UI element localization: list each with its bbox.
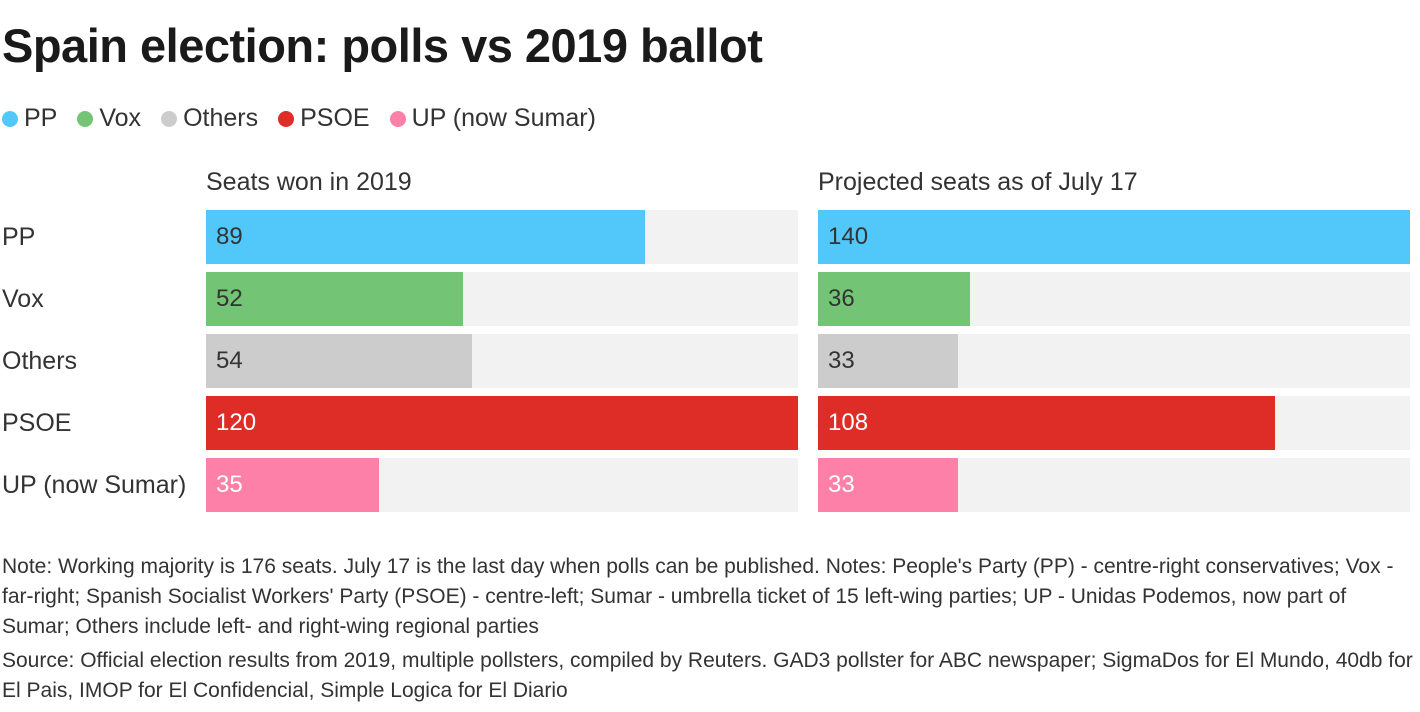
legend-item: PSOE	[278, 104, 370, 133]
bar	[206, 334, 473, 388]
bar	[206, 210, 646, 264]
bar-track: 120	[206, 396, 798, 450]
bar-value-label: 120	[216, 409, 257, 436]
legend-swatch	[2, 110, 18, 127]
category-label: PP	[2, 223, 36, 251]
chart-source: Source: Official election results from 2…	[2, 649, 1413, 702]
bar-value-label: 35	[216, 471, 243, 498]
bar-track: 52	[206, 272, 798, 326]
legend-item: Others	[161, 104, 258, 133]
category-label: UP (now Sumar)	[2, 471, 187, 499]
bar	[206, 396, 798, 450]
bar-track: 108	[818, 396, 1410, 450]
bar-track: 36	[818, 272, 1410, 326]
bar	[206, 272, 463, 326]
panel-title: Projected seats as of July 17	[818, 168, 1138, 196]
bar	[818, 334, 958, 388]
category-label: PSOE	[2, 409, 72, 437]
chart-note: Note: Working majority is 176 seats. Jul…	[2, 555, 1394, 638]
chart-title: Spain election: polls vs 2019 ballot	[2, 19, 763, 72]
legend-item: UP (now Sumar)	[389, 104, 596, 133]
bar-track: 33	[818, 334, 1410, 388]
bar-value-label: 33	[828, 471, 855, 498]
legend-swatch	[77, 110, 94, 127]
legend-item: Vox	[77, 104, 141, 133]
bar-value-label: 36	[828, 285, 855, 312]
legend-label: Vox	[99, 104, 142, 132]
legend-swatch	[161, 110, 178, 127]
legend-label: PP	[24, 104, 58, 132]
bar-track: 89	[206, 210, 798, 264]
legend-label: PSOE	[300, 104, 370, 132]
bar	[818, 458, 958, 512]
category-label: Others	[2, 347, 78, 375]
bar-value-label: 52	[216, 285, 243, 312]
bar-track: 140	[818, 210, 1410, 264]
bar-track: 33	[818, 458, 1410, 512]
bar	[818, 272, 971, 326]
bar-value-label: 33	[828, 347, 855, 374]
bar-track: 54	[206, 334, 798, 388]
bar-value-label: 108	[828, 409, 869, 436]
legend-swatch	[278, 110, 295, 127]
category-label: Vox	[2, 285, 44, 313]
bar	[818, 210, 1410, 264]
bar-value-label: 89	[216, 223, 243, 250]
bar-track: 35	[206, 458, 798, 512]
bar-value-label: 54	[216, 347, 243, 374]
bar	[818, 396, 1275, 450]
bar	[206, 458, 379, 512]
legend: PP Vox Others PSOE UP (now Sumar)	[2, 104, 616, 133]
legend-label: Others	[183, 104, 259, 132]
panel-title: Seats won in 2019	[206, 168, 412, 196]
bar-value-label: 140	[828, 223, 869, 250]
legend-swatch	[389, 110, 406, 127]
legend-label: UP (now Sumar)	[411, 104, 596, 132]
legend-item: PP	[2, 104, 57, 133]
